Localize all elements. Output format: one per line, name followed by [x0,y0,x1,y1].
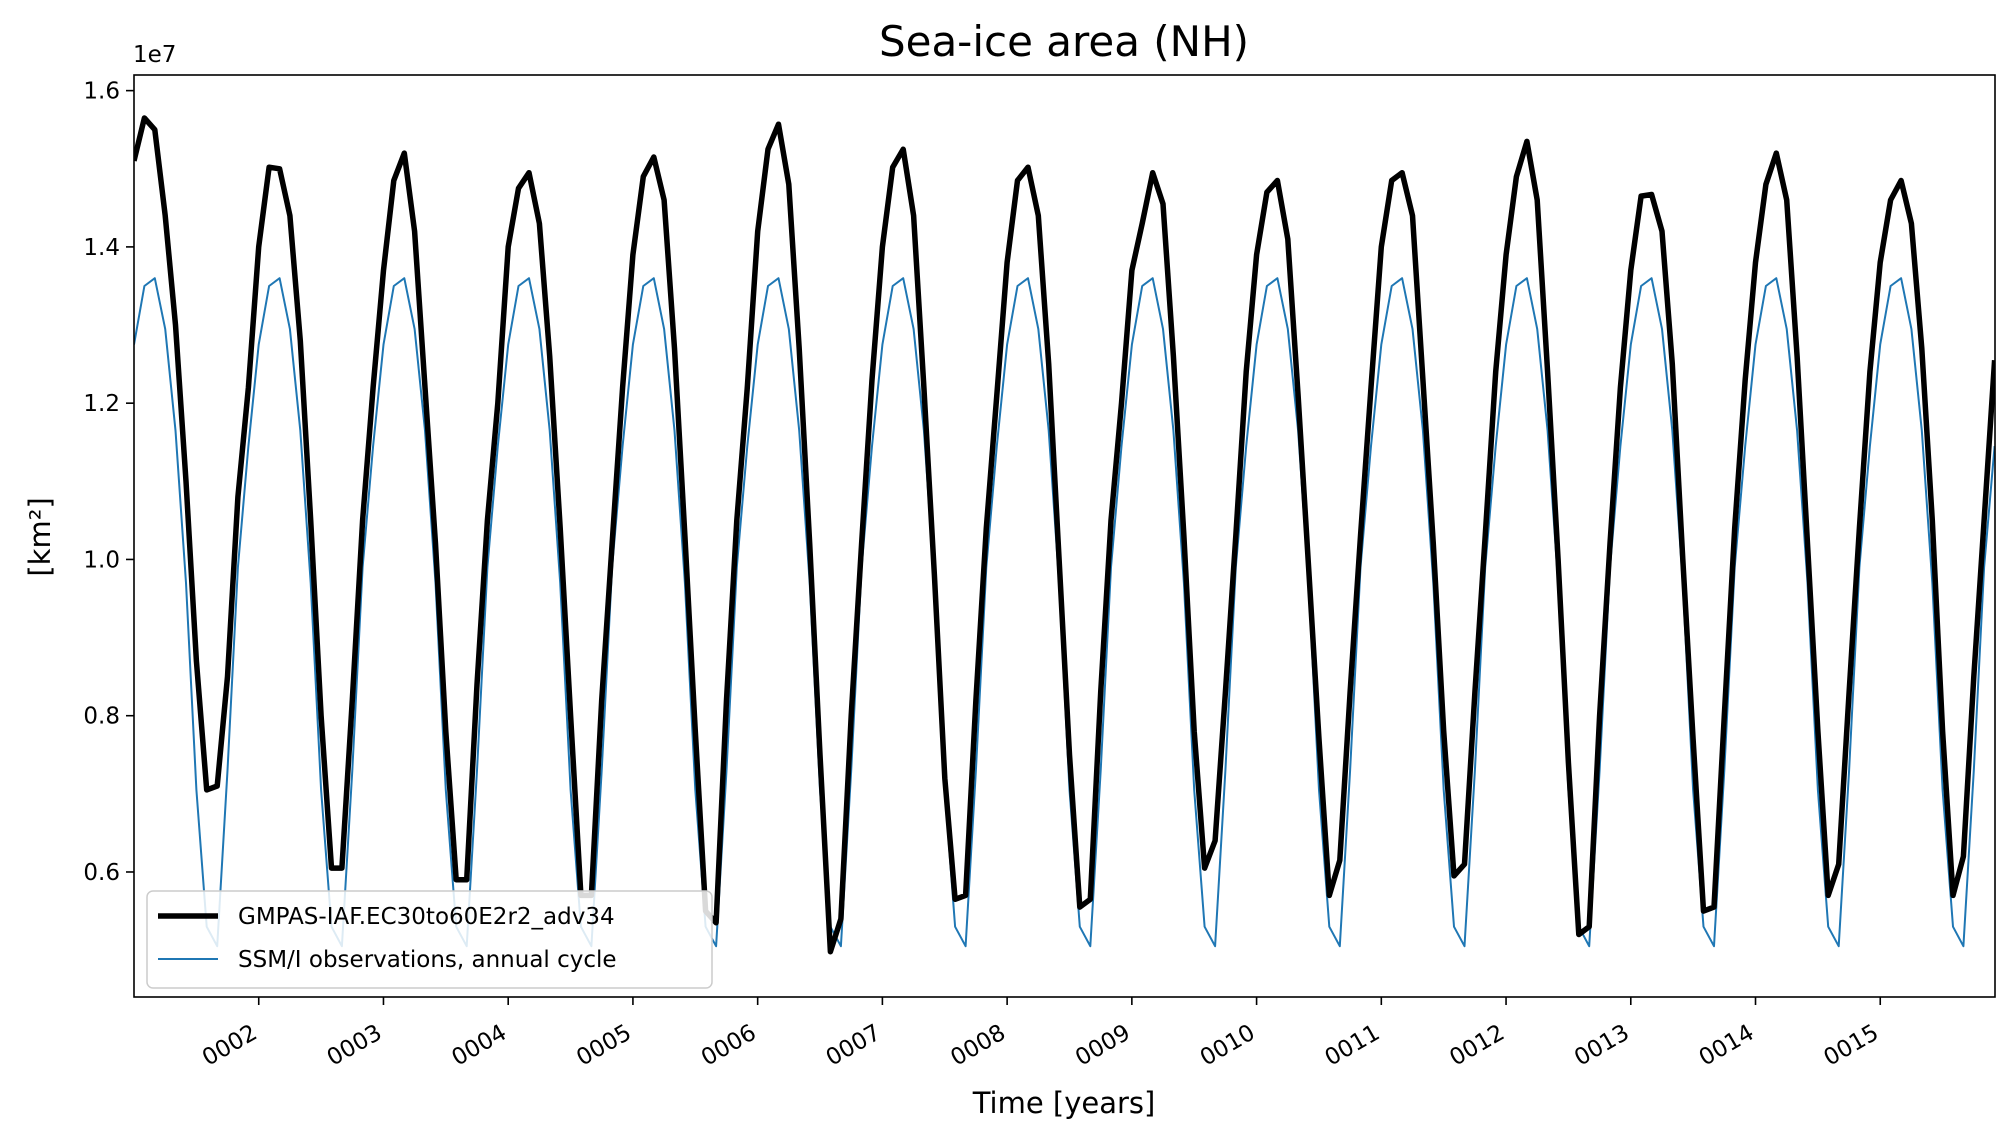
legend-label-observations: SSM/I observations, annual cycle [238,947,617,973]
y-axis-label: [km²] [23,497,57,576]
y-axis-ticks: 0.6 0.8 1.0 1.2 1.4 1.6 [83,79,134,886]
series-line-model [134,115,1995,955]
y-tick-label: 1.0 [83,547,120,573]
series-layer [134,115,1995,955]
plot-frame [133,74,1996,998]
chart-title: Sea-ice area (NH) [879,17,1249,66]
y-tick-label: 1.4 [83,235,120,261]
y-tick-label: 0.6 [83,860,120,886]
legend-box [146,890,713,989]
legend-label-model: GMPAS-IAF.EC30to60E2r2_adv34 [238,904,615,930]
y-tick-label: 1.6 [83,79,120,105]
y-axis-offset-label: 1e7 [133,42,176,68]
y-tick-label: 0.8 [83,704,120,730]
y-tick-label: 1.2 [83,391,120,417]
legend: GMPAS-IAF.EC30to60E2r2_adv34 SSM/I obser… [146,890,713,989]
x-axis-label: Time [years] [972,1086,1156,1120]
